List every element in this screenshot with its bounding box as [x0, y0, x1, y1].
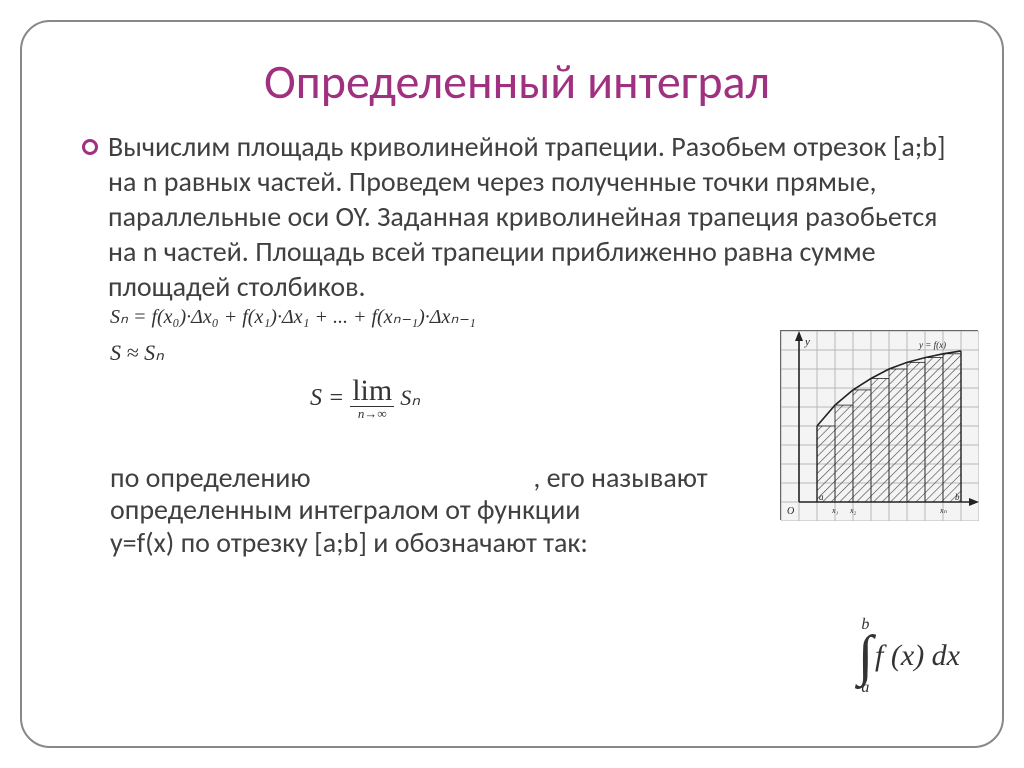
svg-text:x₂: x₂	[849, 506, 857, 515]
svg-text:b: b	[955, 492, 960, 502]
integral-formula: b ∫ a f (x) dx	[858, 617, 960, 696]
formula-lim-rhs: Sₙ	[400, 385, 420, 411]
svg-text:x₁: x₁	[831, 506, 839, 515]
bullet-icon	[82, 139, 98, 155]
para2a: по определению	[110, 460, 311, 495]
svg-text:a: a	[819, 492, 824, 502]
formula-s-approx: S ≈ Sₙ	[110, 340, 164, 366]
svg-text:y = f(x): y = f(x)	[918, 340, 946, 350]
limit-operator: lim n→∞	[350, 376, 394, 420]
svg-text:y: y	[804, 336, 810, 348]
lim-sub: n→∞	[358, 407, 387, 420]
integral-body: f (x) dx	[875, 639, 960, 673]
riemann-diagram: Oy a b x₁ x₂ xₙ y = f(x)	[780, 330, 978, 520]
para2b: , его называют	[533, 460, 707, 495]
integral-symbol-icon: ∫	[858, 637, 873, 676]
formula-sn-sum: Sₙ = f(x₀)·Δx₀ + f(x₁)·Δx₁ + ... + f(xₙ₋…	[110, 304, 476, 329]
slide-title: Определенный интеграл	[82, 52, 952, 111]
svg-text:xₙ: xₙ	[939, 506, 948, 515]
paragraph-4: y=f(x) по отрезку [a;b] и обозначают так…	[110, 525, 952, 561]
svg-text:O: O	[787, 506, 794, 517]
paragraph-1: Вычислим площадь криволинейной трапеции.…	[108, 129, 952, 304]
bullet-row: Вычислим площадь криволинейной трапеции.…	[82, 129, 952, 304]
formula-limit: S = lim n→∞ Sₙ	[310, 376, 420, 420]
lim-text: lim	[350, 376, 394, 407]
riemann-svg: Oy a b x₁ x₂ xₙ y = f(x)	[781, 331, 979, 521]
integral-sign-col: b ∫ a	[858, 617, 873, 696]
formula-lim-lhs: S =	[310, 385, 344, 412]
